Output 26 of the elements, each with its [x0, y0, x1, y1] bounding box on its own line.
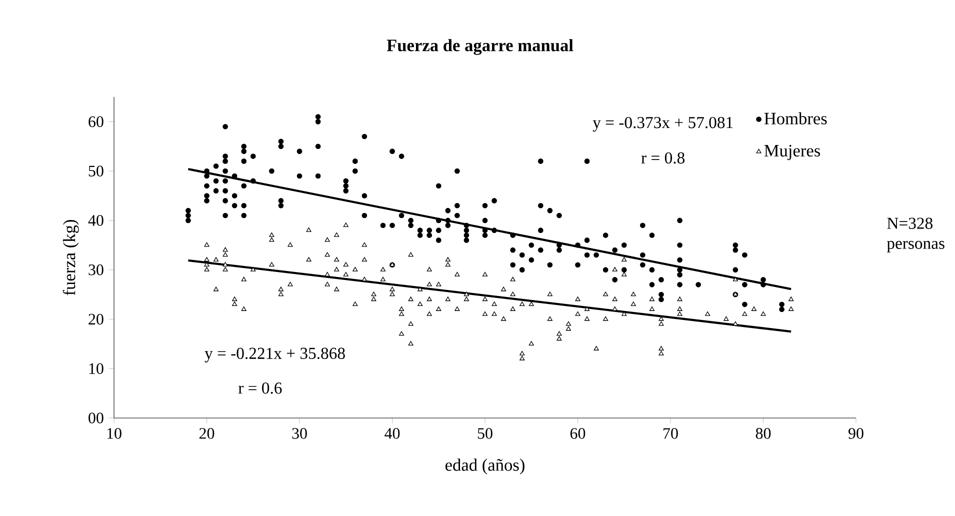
x-tick-label: 90 — [848, 428, 864, 439]
annotation: r = 0.6 — [238, 382, 282, 394]
x-tick-label: 70 — [664, 428, 678, 439]
y-tick-label: 00 — [88, 412, 104, 424]
text: N=328 personas — [886, 218, 944, 252]
y-tick-label: 10 — [89, 363, 104, 374]
x-tick-label: 20 — [199, 428, 214, 439]
x-tick-label: 40 — [384, 428, 400, 439]
legend-label: Hombres — [764, 112, 827, 124]
y-tick-label: 40 — [88, 215, 104, 226]
x-tick-label: 30 — [292, 428, 307, 439]
x-axis-title: edad (años) — [445, 458, 524, 474]
y-tick-label: 50 — [88, 166, 104, 176]
y-tick-label: 60 — [88, 116, 104, 128]
annotation: y = -0.221x + 35.868 — [204, 348, 345, 362]
y-tick-label: 30 — [88, 264, 104, 276]
y-axis-title: fuerza (kg) — [62, 220, 79, 296]
annotation: y = -0.373x + 57.081 — [592, 116, 733, 132]
legend-label: Mujeres — [764, 144, 820, 160]
x-tick-label: 60 — [570, 428, 586, 439]
annotation: r = 0.8 — [641, 152, 685, 164]
x-tick-label: 50 — [478, 428, 492, 439]
y-tick-label: 20 — [88, 314, 104, 325]
x-tick-label: 80 — [756, 428, 771, 439]
x-tick-label: 10 — [107, 428, 122, 439]
chart-title: Fuerza de agarre manual — [386, 39, 574, 55]
